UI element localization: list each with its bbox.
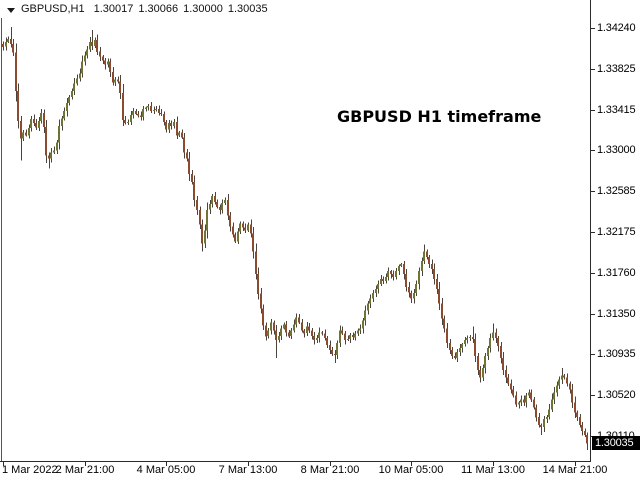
price-axis-label: 1.33825 <box>597 63 636 75</box>
axis-lines <box>0 0 595 466</box>
time-axis-label: 2 Mar 21:00 <box>55 464 115 476</box>
time-axis-label: 10 Mar 05:00 <box>378 464 444 476</box>
price-axis-label: 1.30520 <box>597 389 636 401</box>
time-axis-label: 11 Mar 13:00 <box>460 464 526 476</box>
price-axis-label: 1.31350 <box>597 308 636 320</box>
chart-annotation: GBPUSD H1 timeframe <box>337 107 542 126</box>
price-axis-label: 1.32585 <box>597 185 636 197</box>
time-axis-label: 14 Mar 21:00 <box>542 464 608 476</box>
high-value: 1.30066 <box>138 3 179 15</box>
symbol-label: GBPUSD,H1 <box>21 3 85 15</box>
time-axis-label: 7 Mar 13:00 <box>218 464 278 476</box>
price-axis-label: 1.30935 <box>597 348 636 360</box>
price-axis-label: 1.32175 <box>597 226 636 238</box>
time-axis-label: 1 Mar 2022 <box>2 464 58 476</box>
ohlc-info-bar: GBPUSD,H1 1.30017 1.30066 1.30000 1.3003… <box>5 2 273 16</box>
time-axis-label: 4 Mar 05:00 <box>136 464 196 476</box>
price-axis-label: 1.34240 <box>597 22 636 34</box>
price-axis[interactable]: 1.30035 1.34240 1.33825 1.33415 1.33000 1.32… <box>590 0 640 461</box>
price-axis-label: 1.31760 <box>597 267 636 279</box>
open-value: 1.30017 <box>93 3 134 15</box>
candlestick-series <box>2 27 588 450</box>
close-value: 1.30035 <box>227 3 268 15</box>
time-axis-label: 8 Mar 21:00 <box>300 464 360 476</box>
time-axis[interactable]: 1 Mar 2022 2 Mar 21:00 4 Mar 05:00 7 Mar 13… <box>0 461 640 480</box>
price-axis-label: 1.33415 <box>597 104 636 116</box>
dropdown-arrow-icon[interactable] <box>7 7 15 13</box>
price-axis-label: 1.33000 <box>597 144 636 156</box>
low-value: 1.30000 <box>183 3 223 15</box>
current-price-badge: 1.30035 <box>592 436 640 450</box>
